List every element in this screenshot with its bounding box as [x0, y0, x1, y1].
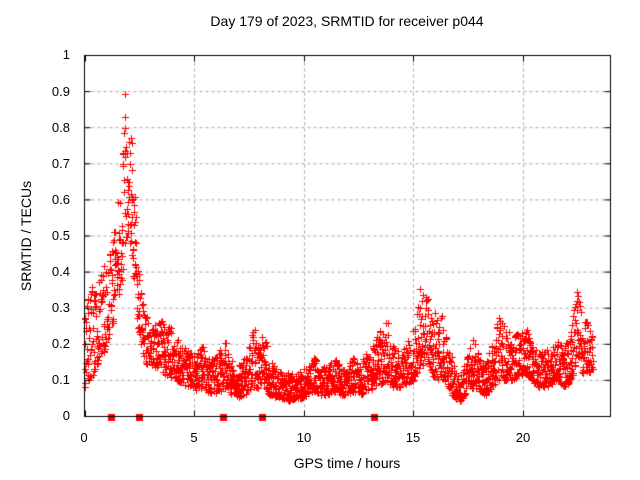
y-tick-label: 0.7 [51, 156, 70, 171]
y-tick-label: 1 [62, 47, 70, 62]
x-tick-label: 10 [296, 430, 312, 445]
x-axis-label: GPS time / hours [293, 455, 401, 471]
x-tick-label: 15 [405, 430, 421, 445]
y-tick-label: 0.4 [51, 264, 70, 279]
x-tick-label: 0 [80, 430, 88, 445]
y-tick-label: 0.9 [51, 84, 70, 99]
x-tick-label: 20 [515, 430, 531, 445]
x-tick-label: 5 [190, 430, 198, 445]
y-tick-label: 0.1 [51, 372, 70, 387]
y-tick-label: 0.2 [51, 336, 70, 351]
chart-title: Day 179 of 2023, SRMTID for receiver p04… [210, 13, 484, 29]
y-tick-label: 0.5 [51, 228, 70, 243]
y-tick-label: 0 [62, 408, 70, 423]
y-tick-label: 0.8 [51, 120, 70, 135]
y-tick-label: 0.3 [51, 300, 70, 315]
y-tick-label: 0.6 [51, 192, 70, 207]
